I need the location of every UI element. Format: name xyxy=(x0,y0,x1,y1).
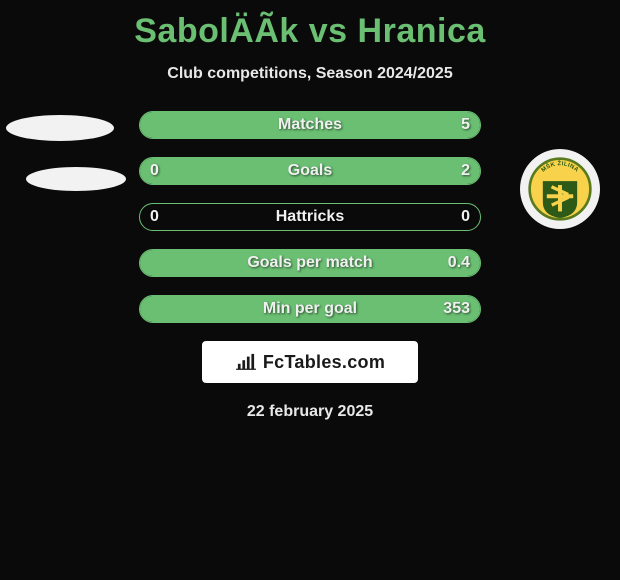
page-subtitle: Club competitions, Season 2024/2025 xyxy=(0,65,620,83)
placeholder-ellipse-icon xyxy=(6,115,114,141)
bar-chart-icon xyxy=(235,353,257,371)
stats-bars: Matches5 0Goals2 0Hattricks0 Goals per matc… xyxy=(139,111,481,323)
bar-fill-left xyxy=(140,112,480,138)
right-team-badge: MŠK ŽILINA xyxy=(506,111,614,219)
placeholder-ellipse-icon xyxy=(26,167,126,191)
stat-left-value: 0 xyxy=(150,204,159,230)
club-crest-circle: MŠK ŽILINA xyxy=(520,149,600,229)
zilina-crest-icon: MŠK ŽILINA xyxy=(527,156,593,222)
stat-label: Hattricks xyxy=(140,204,480,230)
page-title: SabolÄÃ­k vs Hranica xyxy=(0,0,620,51)
footer-date: 22 february 2025 xyxy=(0,403,620,421)
brand-text: FcTables.com xyxy=(263,352,385,373)
left-team-badge xyxy=(6,111,114,219)
stat-bar: 0Hattricks0 xyxy=(139,203,481,231)
comparison-content: MŠK ŽILINA Matches5 0Goals2 0Hattricks0 Goa… xyxy=(0,111,620,323)
stat-bar: Goals per match0.4 xyxy=(139,249,481,277)
stat-bar: Matches5 xyxy=(139,111,481,139)
bar-fill-left xyxy=(140,250,480,276)
stat-right-value: 0 xyxy=(461,204,470,230)
brand-badge[interactable]: FcTables.com xyxy=(202,341,418,383)
bar-fill-right xyxy=(140,158,480,184)
bar-fill-left xyxy=(140,296,480,322)
stat-bar: Min per goal353 xyxy=(139,295,481,323)
stat-bar: 0Goals2 xyxy=(139,157,481,185)
